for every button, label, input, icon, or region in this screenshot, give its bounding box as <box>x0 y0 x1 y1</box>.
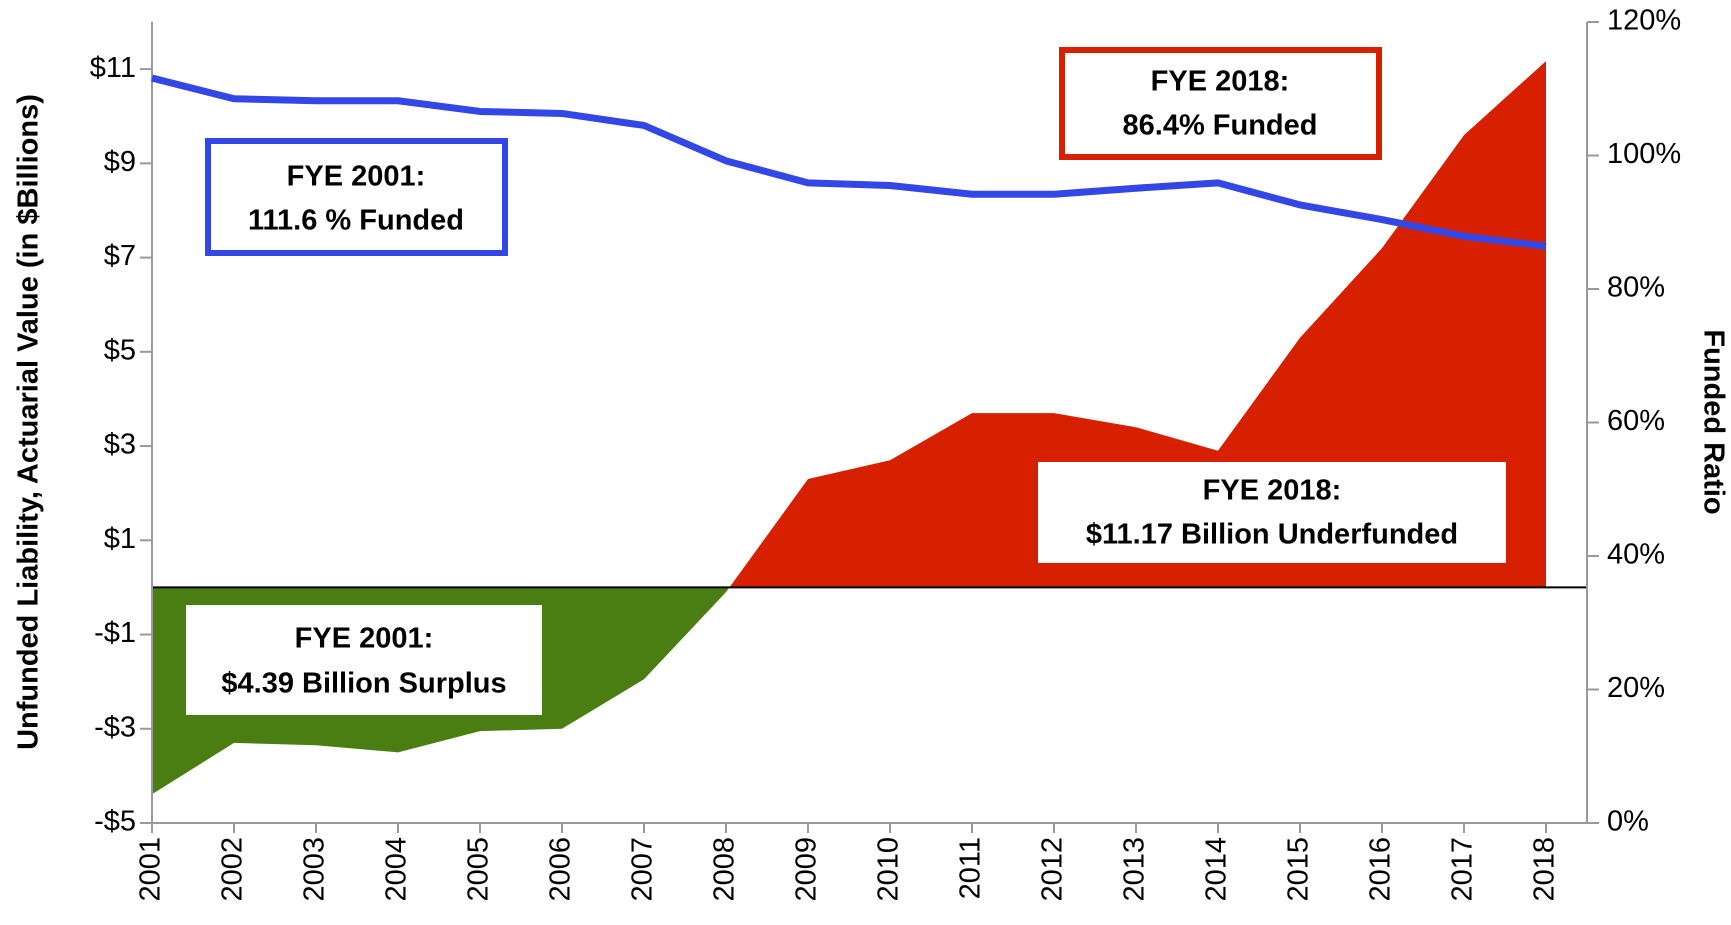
x-tick-label: 2006 <box>545 837 577 902</box>
y-tick-label: -$3 <box>94 711 136 743</box>
y-tick-label: $3 <box>104 429 136 461</box>
area-positive <box>729 61 1546 588</box>
x-tick-label: 2009 <box>791 837 823 902</box>
x-tick-label: 2008 <box>709 837 741 902</box>
annotation: $4.39 Billion Surplus <box>221 668 506 700</box>
y2-tick-label: 20% <box>1607 672 1665 704</box>
annotation: FYE 2001: <box>287 161 426 193</box>
annotation-box <box>1038 462 1506 563</box>
x-tick-label: 2003 <box>299 837 331 902</box>
annotation-box <box>1059 47 1382 160</box>
x-tick-label: 2011 <box>955 837 987 899</box>
y2-axis-title: Funded Ratio <box>1697 329 1729 514</box>
y-axis-title: Unfunded Liability, Actuarial Value (in … <box>13 94 45 750</box>
x-tick-label: 2001 <box>135 837 167 902</box>
annotation: $11.17 Billion Underfunded <box>1086 519 1458 551</box>
y-tick-label: $11 <box>90 52 136 84</box>
y2-tick-label: 100% <box>1607 138 1681 170</box>
x-tick-label: 2005 <box>463 837 495 902</box>
y-tick-label: $1 <box>104 523 136 555</box>
x-tick-label: 2013 <box>1119 837 1151 902</box>
annotation: 86.4% Funded <box>1123 110 1318 142</box>
line <box>151 74 1547 250</box>
x-tick-label: 2017 <box>1447 837 1479 902</box>
x-tick-label: 2007 <box>627 837 659 902</box>
y2-tick-label: 60% <box>1607 405 1665 437</box>
x-tick-label: 2014 <box>1201 837 1233 902</box>
y2-tick-label: 40% <box>1607 539 1665 571</box>
y-tick-label: $7 <box>104 240 136 272</box>
y2-tick-label: 0% <box>1607 806 1649 838</box>
annotation: FYE 2001: <box>295 623 434 655</box>
x-tick-label: 2018 <box>1529 837 1561 902</box>
x-tick-label: 2010 <box>873 837 905 902</box>
annotation: FYE 2018: <box>1203 475 1342 507</box>
annotation: 111.6 % Funded <box>248 205 464 237</box>
y-tick-label: -$5 <box>94 806 136 838</box>
y-tick-label: -$1 <box>94 617 136 649</box>
x-tick-label: 2016 <box>1365 837 1397 902</box>
y-tick-label: $5 <box>104 334 136 366</box>
x-tick-label: 2002 <box>217 837 249 902</box>
y2-tick-label: 120% <box>1607 5 1681 37</box>
annotation: FYE 2018: <box>1151 66 1290 98</box>
x-tick-label: 2004 <box>381 837 413 902</box>
x-tick-label: 2012 <box>1037 837 1069 902</box>
x-tick-label: 2015 <box>1283 837 1315 902</box>
annotation-box <box>186 605 542 715</box>
y2-tick-label: 80% <box>1607 272 1665 304</box>
y-tick-label: $9 <box>104 146 136 178</box>
annotation-box <box>205 138 508 256</box>
